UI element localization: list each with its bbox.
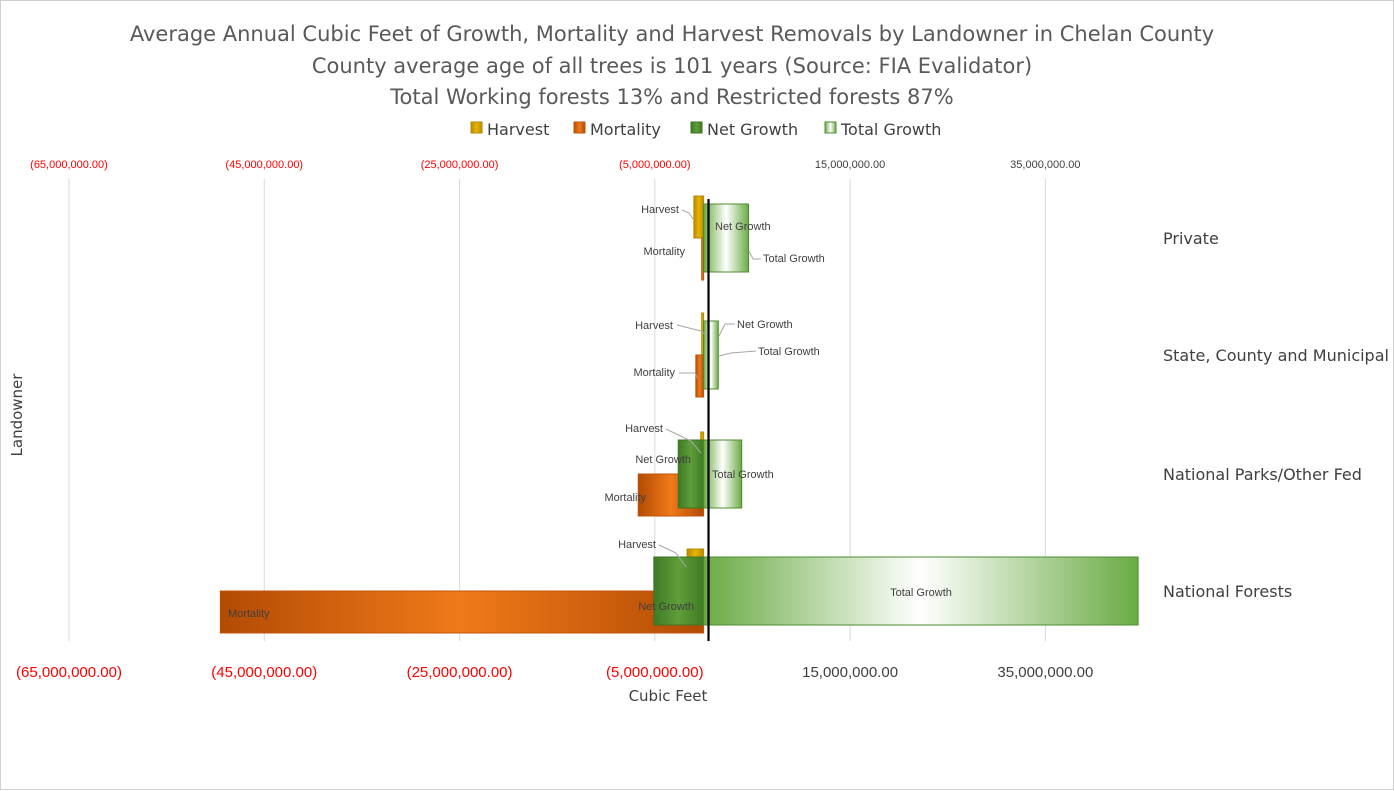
bar-net-growth-national-forests [653, 556, 705, 626]
bars [219, 195, 1139, 634]
top-tick-label: (65,000,000.00) [30, 159, 108, 171]
data-label-mortality-private: Mortality [643, 246, 685, 258]
bar-harvest-private [693, 195, 705, 239]
leader-line [681, 209, 694, 220]
data-label-total-growth-private: Total Growth [763, 253, 825, 265]
bar-net-growth-national-parks-other-fed [677, 439, 705, 509]
bottom-tick-label: (45,000,000.00) [211, 664, 317, 681]
legend: Harvest Mortality Net Growth Total Growth [470, 120, 941, 139]
data-label-total-growth-national-forests: Total Growth [890, 587, 952, 599]
legend-label-total-growth: Total Growth [840, 120, 941, 139]
data-label-harvest-national-parks-other-fed: Harvest [625, 423, 663, 435]
data-labels: Harvest Mortality Net Growth Total Growth Ha… [228, 204, 952, 620]
bar-mortality-national-forests [219, 590, 705, 634]
top-tick-label: 35,000,000.00 [1010, 159, 1080, 171]
bottom-tick-label: 15,000,000.00 [802, 664, 898, 681]
top-tick-label: 15,000,000.00 [815, 159, 885, 171]
data-label-net-growth-private: Net Growth [715, 221, 771, 233]
bottom-tick-label: (25,000,000.00) [407, 664, 513, 681]
data-label-net-growth-state-county-and-municipal: Net Growth [737, 319, 793, 331]
data-label-total-growth-state-county-and-municipal: Total Growth [758, 346, 820, 358]
data-label-mortality-state-county-and-municipal: Mortality [633, 367, 675, 379]
legend-swatch-mortality [573, 121, 586, 134]
data-label-mortality-national-parks-other-fed: Mortality [604, 492, 646, 504]
y-axis-title: Landowner [8, 373, 26, 457]
legend-swatch-net-growth [690, 121, 703, 134]
bar-total-growth-national-forests [703, 556, 1139, 626]
top-tick-labels: (65,000,000.00) (45,000,000.00) (25,000,00… [30, 159, 1080, 171]
leader-line [658, 544, 687, 568]
chart-title: Average Annual Cubic Feet of Growth, Mor… [130, 22, 1214, 46]
leader-line [748, 250, 761, 260]
top-tick-label: (5,000,000.00) [619, 159, 691, 171]
legend-label-mortality: Mortality [590, 120, 661, 139]
leader-line [665, 428, 702, 454]
legend-swatch-total-growth [824, 121, 837, 134]
bottom-tick-labels: (65,000,000.00) (45,000,000.00) (25,000,00… [16, 664, 1093, 681]
bar-total-growth-state-county-and-municipal [703, 320, 719, 390]
category-label-national-parks-other-fed: National Parks/Other Fed [1163, 465, 1362, 484]
top-tick-label: (25,000,000.00) [421, 159, 499, 171]
chart-subtitle: County average age of all trees is 101 y… [312, 54, 1032, 78]
x-axis-title: Cubic Feet [629, 687, 708, 705]
bar-total-growth-national-parks-other-fed [703, 439, 743, 509]
chart-subtitle-2: Total Working forests 13% and Restricted… [389, 85, 953, 109]
bar-total-growth-private [703, 203, 750, 273]
top-tick-label: (45,000,000.00) [225, 159, 303, 171]
bottom-tick-label: (65,000,000.00) [16, 664, 122, 681]
data-label-harvest-national-forests: Harvest [618, 539, 656, 551]
bottom-tick-label: (5,000,000.00) [606, 664, 704, 681]
legend-swatch-harvest [470, 121, 483, 134]
bottom-tick-label: 35,000,000.00 [997, 664, 1093, 681]
category-label-state-county-and-municipal: State, County and Municipal [1163, 346, 1389, 365]
category-label-national-forests: National Forests [1163, 582, 1292, 601]
leader-lines [658, 209, 761, 568]
category-label-private: Private [1163, 229, 1219, 248]
data-label-mortality-national-forests: Mortality [228, 608, 270, 620]
gridlines [68, 179, 1046, 641]
leader-line [679, 372, 699, 380]
leader-line [676, 324, 708, 337]
category-labels: Private State, County and Municipal Nation… [1163, 229, 1389, 601]
data-label-net-growth-national-forests: Net Growth [638, 601, 694, 613]
data-label-harvest-private: Harvest [641, 204, 679, 216]
data-label-harvest-state-county-and-municipal: Harvest [635, 320, 673, 332]
data-label-net-growth-national-parks-other-fed: Net Growth [635, 454, 691, 466]
legend-label-net-growth: Net Growth [707, 120, 798, 139]
data-label-total-growth-national-parks-other-fed: Total Growth [712, 469, 774, 481]
legend-label-harvest: Harvest [487, 120, 549, 139]
leader-line [718, 323, 735, 337]
leader-line [718, 350, 757, 357]
